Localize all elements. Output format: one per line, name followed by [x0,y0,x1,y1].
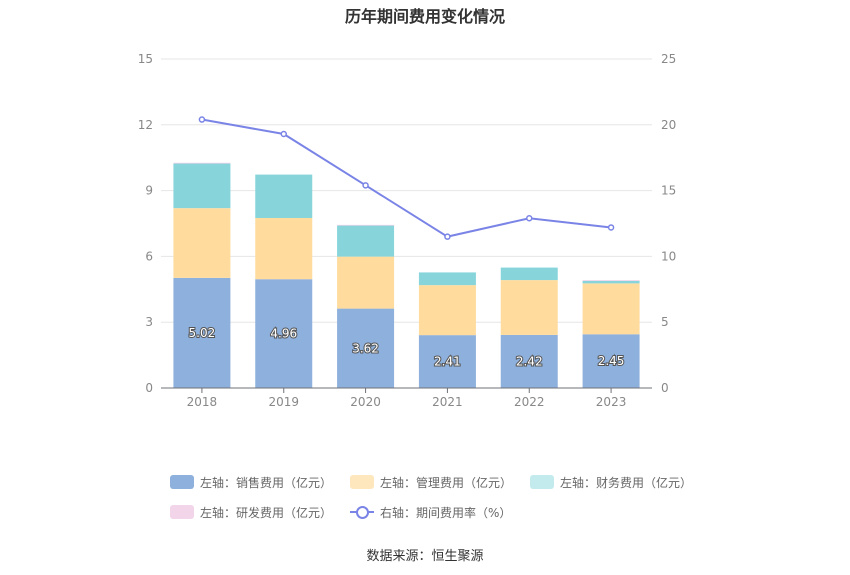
bar-segment [582,280,640,284]
legend-swatch [350,475,375,489]
bar-segment [255,218,313,280]
rate-line-point [607,224,615,231]
bar-value-label: 2.41 [434,355,461,369]
left-axis-tick-label: 12 [138,118,153,132]
bar-segment [337,225,395,257]
right-axis-tick-label: 0 [661,381,669,395]
bar-segment [582,280,640,281]
legend-label: 右轴：期间费用率（%） [380,505,512,520]
bar-value-label: 2.45 [598,354,625,368]
rate-line-point [362,182,369,189]
bar-value-label: 5.02 [189,326,216,340]
legend-item-rate[interactable]: 右轴：期间费用率（%） [350,504,511,521]
bar-segment [173,277,231,388]
bar-value-label: 4.96 [270,327,297,341]
left-axis-tick-label: 15 [138,52,153,66]
rate-line-point [526,214,533,222]
legend-line-icon [350,505,375,519]
legend-swatch [170,505,194,519]
bar-segment [255,279,313,388]
bar-segment [582,334,640,388]
legend: 左轴：销售费用（亿元） 左轴：管理费用（亿元） 左轴：财务费用（亿元） 左轴：研… [170,473,692,533]
legend-label: 左轴：销售费用（亿元） [200,475,333,490]
rate-line-point [198,116,206,123]
left-axis-tick-label: 0 [145,381,153,395]
right-axis-tick-label: 5 [661,315,669,329]
bar-segment [337,308,395,388]
chart-title: 历年期间费用变化情况 [344,7,505,26]
bar-segment [337,224,395,226]
legend-swatch [530,475,555,489]
legend-item-admin[interactable]: 左轴：管理费用（亿元） [350,474,512,491]
left-axis-tick-label: 9 [145,184,153,198]
left-axis-tick-label: 3 [145,315,153,329]
x-axis-tick-label: 2022 [514,395,545,409]
bar-labels: 5.02 4.96 3.62 2.41 2.42 2.45 [188,325,626,370]
bar-segment [418,285,476,336]
right-axis-tick-label: 15 [661,184,676,198]
x-axis-tick-label: 2020 [350,395,381,409]
legend-label: 左轴：管理费用（亿元） [380,475,513,490]
bar-segment [418,335,476,388]
bar-value-label: 3.62 [352,341,379,355]
right-axis-tick-label: 20 [661,118,676,132]
bar-stacks [173,162,640,388]
bar-segment [255,174,313,219]
gridlines [161,58,652,323]
right-axis-tick-label: 25 [661,52,676,66]
bar-segment [173,208,231,278]
right-axis-tick-label: 10 [661,249,676,263]
rate-line-point [444,233,451,240]
rate-line-path [201,118,612,238]
x-axis-tick-label: 2023 [596,395,627,409]
axes: 0 3 6 9 12 15 0 5 10 15 20 25 2018 2019 2020 2021 2022 20… [138,52,677,409]
bar-segment [500,280,558,335]
legend-label: 左轴：研发费用（亿元） [200,505,333,520]
data-source: 数据来源：恒生聚源 [366,549,484,564]
x-axis-tick-label: 2019 [268,395,299,409]
bar-value-label: 2.42 [516,354,543,368]
rate-line-point [280,130,287,138]
x-axis-tick-label: 2021 [432,395,463,409]
bar-segment [500,267,558,281]
bar-segment [173,163,231,209]
legend-swatch [170,475,194,489]
legend-item-rd[interactable]: 左轴：研发费用（亿元） [170,504,332,521]
left-axis-tick-label: 6 [145,249,153,263]
legend-label: 左轴：财务费用（亿元） [560,475,693,490]
bar-segment [582,283,640,335]
expense-rate-line [198,116,615,240]
x-axis-tick-label: 2018 [187,395,218,409]
bar-segment [173,162,231,164]
legend-item-finance[interactable]: 左轴：财务费用（亿元） [530,474,692,491]
bar-segment [500,334,558,388]
bar-segment [418,272,476,286]
bar-segment [337,256,395,309]
legend-item-sales[interactable]: 左轴：销售费用（亿元） [170,474,332,491]
